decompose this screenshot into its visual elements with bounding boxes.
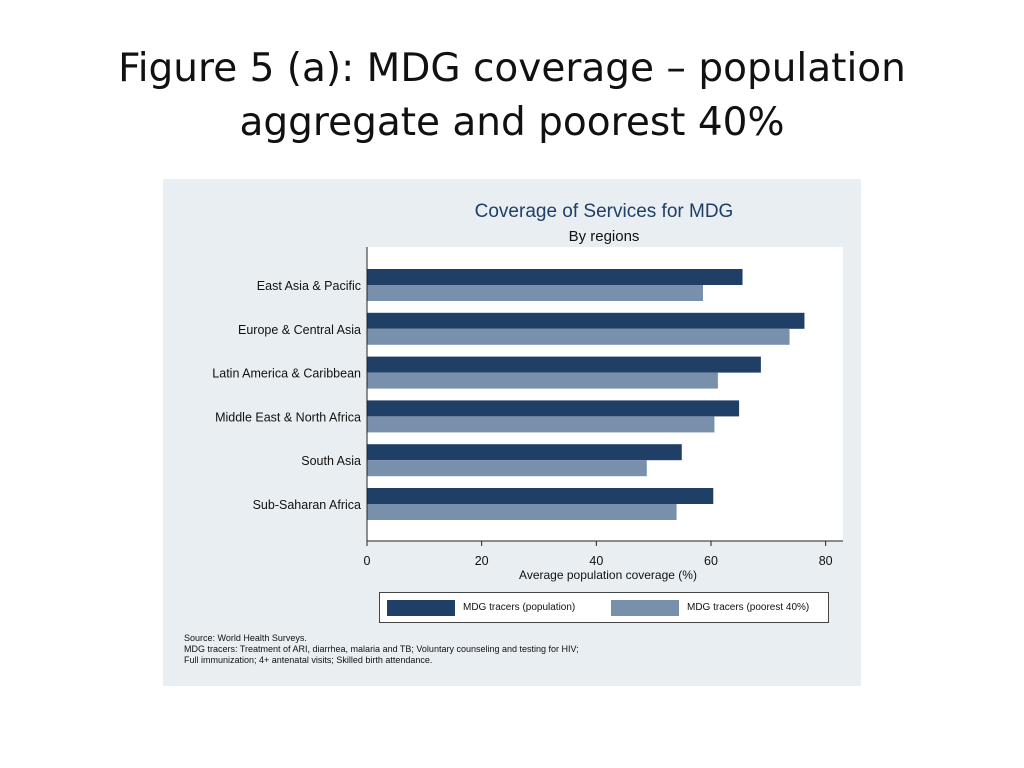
category-label-3: Middle East & North Africa xyxy=(215,410,361,424)
bar-population-3 xyxy=(367,400,740,417)
x-tick-label-3: 60 xyxy=(704,554,718,568)
bar-population-2 xyxy=(367,356,761,373)
x-ticks: 0 20 40 60 80 xyxy=(364,541,833,568)
bar-population-4 xyxy=(367,444,682,461)
bar-population-1 xyxy=(367,312,805,329)
legend-swatch-population xyxy=(387,600,455,616)
category-label-2: Latin America & Caribbean xyxy=(212,367,361,381)
legend-swatch-poorest xyxy=(611,600,679,616)
legend: MDG tracers (population) MDG tracers (po… xyxy=(379,592,829,623)
x-tick-label-4: 80 xyxy=(819,554,833,568)
category-labels: East Asia & Pacific Europe & Central Asia… xyxy=(212,279,361,512)
x-axis-label: Average population coverage (%) xyxy=(519,568,697,582)
bar-poorest-5 xyxy=(367,504,677,520)
bar-population-0 xyxy=(367,269,743,285)
x-tick-label-2: 40 xyxy=(589,554,603,568)
source-note: Source: World Health Surveys. xyxy=(184,633,307,643)
bar-poorest-1 xyxy=(367,328,790,345)
x-tick-label-0: 0 xyxy=(364,554,371,568)
tracers-note-2: Full immunization; 4+ antenatal visits; … xyxy=(184,655,433,665)
category-label-5: Sub-Saharan Africa xyxy=(253,498,361,512)
category-label-4: South Asia xyxy=(301,454,361,468)
chart-subtitle: By regions xyxy=(569,228,640,245)
bar-poorest-3 xyxy=(367,416,715,433)
tracers-note-1: MDG tracers: Treatment of ARI, diarrhea,… xyxy=(184,644,579,654)
chart-notes: Source: World Health Surveys. MDG tracer… xyxy=(184,633,579,666)
slide-title-line-1: Figure 5 (a): MDG coverage – population xyxy=(118,46,906,91)
bar-poorest-2 xyxy=(367,372,718,389)
bars-group xyxy=(367,269,805,520)
chart-title: Coverage of Services for MDG xyxy=(475,201,734,222)
category-label-1: Europe & Central Asia xyxy=(238,323,361,337)
category-label-0: East Asia & Pacific xyxy=(257,279,361,293)
bar-population-5 xyxy=(367,488,714,504)
slide-title: Figure 5 (a): MDG coverage – population … xyxy=(0,42,1024,150)
bar-poorest-0 xyxy=(367,285,703,301)
x-tick-label-1: 20 xyxy=(475,554,489,568)
legend-label-population: MDG tracers (population) xyxy=(463,602,576,613)
slide-title-line-2: aggregate and poorest 40% xyxy=(239,100,785,145)
legend-label-poorest: MDG tracers (poorest 40%) xyxy=(687,602,810,613)
bar-poorest-4 xyxy=(367,460,647,477)
